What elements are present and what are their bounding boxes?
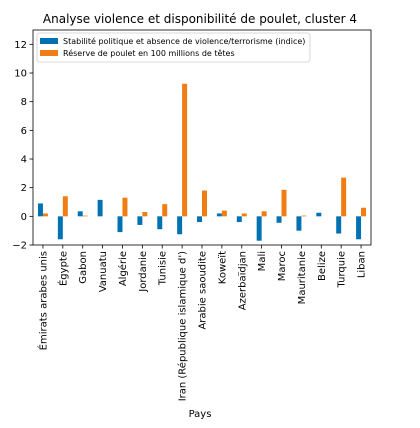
bar-series-2	[142, 212, 148, 217]
legend: Stabilité politique et absence de violen…	[36, 32, 311, 63]
bar-series-2	[182, 83, 188, 217]
x-tick-label: Belize	[317, 251, 328, 281]
y-tick-label: 2	[21, 183, 27, 194]
bar-series-1	[197, 216, 202, 223]
bar-series-2	[341, 177, 347, 217]
legend-swatch	[40, 38, 58, 44]
x-tick-label: Égypte	[56, 251, 69, 286]
bar-series-2	[202, 190, 207, 217]
y-tick-label: 12	[14, 40, 27, 51]
bar-series-2	[162, 204, 168, 217]
x-tick-label: Iran (République islamique d')	[177, 251, 189, 401]
bar-series-2	[261, 211, 267, 217]
x-axis: Émirats arabes unis Égypte Gabon Vanuatu Alg…	[36, 245, 368, 401]
x-tick-label: Azerbaïdjan	[237, 251, 248, 310]
x-tick-label: Mali	[257, 251, 268, 271]
x-tick-label: Liban	[357, 251, 368, 278]
x-tick-label: Algérie	[117, 251, 129, 286]
x-tick-label: Arabie saoudite	[198, 251, 209, 330]
legend-label: Réserve de poulet en 100 millions de têt…	[63, 48, 235, 58]
legend-swatch	[40, 50, 58, 56]
x-tick-label: Turquie	[337, 251, 348, 288]
bars-layer	[37, 83, 367, 241]
y-tick-label: 10	[14, 69, 27, 80]
bar-series-2	[62, 196, 68, 217]
x-tick-label: Jordanie	[138, 251, 149, 293]
bar-series-2	[122, 197, 128, 217]
x-axis-label: Pays	[189, 409, 212, 420]
y-tick-label: 0	[21, 212, 27, 223]
x-tick-label: Maroc	[277, 251, 288, 281]
bar-series-1	[336, 216, 342, 234]
bar-series-1	[356, 216, 362, 240]
bar-series-1	[77, 211, 83, 217]
x-tick-label: Vanuatu	[98, 251, 109, 292]
bar-series-2	[361, 207, 367, 217]
bar-series-1	[137, 216, 143, 225]
y-axis: −2 0 2 4 6 8 10 12	[12, 40, 33, 252]
chart-title: Analyse violence et disponibilité de pou…	[43, 12, 357, 26]
bar-series-1	[256, 216, 262, 241]
bar-series-1	[177, 216, 183, 235]
bar-series-1	[296, 216, 302, 231]
y-tick-label: −2	[12, 241, 27, 252]
x-tick-label: Mauritanie	[297, 251, 308, 304]
bar-series-1	[37, 203, 43, 217]
bar-series-2	[241, 213, 247, 217]
x-tick-label: Tunisie	[158, 251, 169, 286]
y-tick-label: 6	[21, 126, 27, 137]
x-tick-label: Koweït	[217, 251, 228, 284]
bar-series-1	[316, 212, 322, 217]
bar-series-2	[221, 210, 227, 217]
y-tick-label: 4	[21, 155, 27, 166]
bar-series-1	[157, 216, 163, 230]
bar-series-2	[82, 215, 88, 217]
bar-series-1	[216, 213, 222, 217]
bar-series-1	[117, 216, 123, 233]
legend-box	[36, 32, 311, 63]
bar-series-2	[301, 215, 307, 217]
bar-series-1	[236, 216, 242, 223]
bar-series-1	[97, 199, 103, 217]
legend-label: Stabilité politique et absence de violen…	[63, 36, 305, 46]
x-tick-label: Gabon	[78, 251, 89, 284]
x-tick-label: Émirats arabes unis	[36, 251, 49, 350]
bar-series-1	[57, 216, 63, 240]
bar-series-2	[281, 189, 287, 217]
bar-series-2	[42, 213, 48, 217]
bar-series-1	[276, 216, 282, 223]
y-tick-label: 8	[21, 97, 27, 108]
